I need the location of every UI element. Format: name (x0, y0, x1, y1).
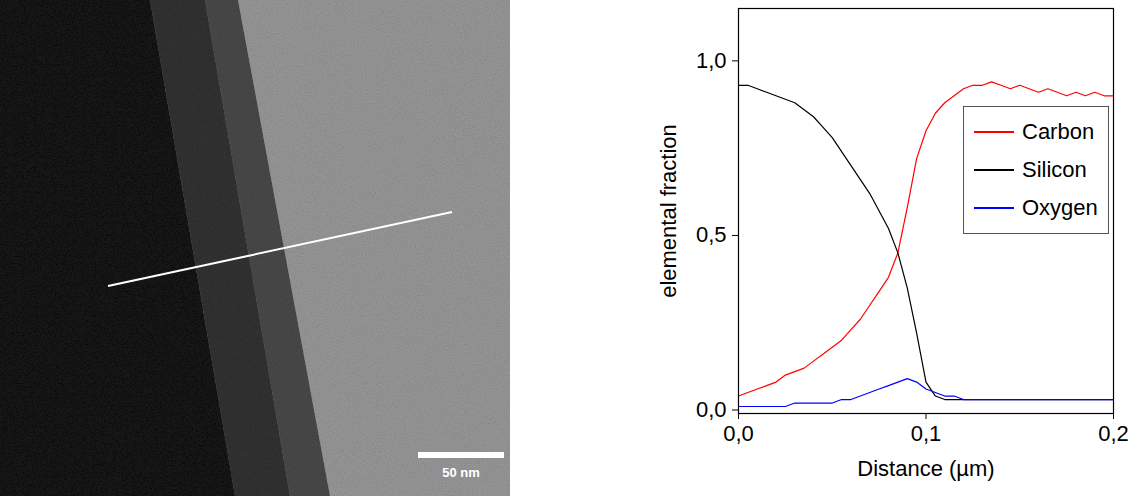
html-text:Carbon: Carbon (1022, 119, 1095, 144)
svg-text:0,0: 0,0 (723, 421, 754, 446)
html-text:Silicon: Silicon (1022, 157, 1087, 182)
svg-text:0,2: 0,2 (1098, 421, 1129, 446)
svg-text:0,5: 0,5 (696, 222, 727, 247)
svg-text:1,0: 1,0 (696, 48, 727, 73)
svg-text:0,1: 0,1 (911, 421, 942, 446)
svg-text:elemental fraction: elemental fraction (656, 124, 681, 298)
svg-text:0,0: 0,0 (696, 397, 727, 422)
svg-text:Distance (µm): Distance (µm) (857, 456, 994, 481)
svg-text:50 nm: 50 nm (442, 465, 480, 480)
html-text:Oxygen: Oxygen (1022, 195, 1098, 220)
